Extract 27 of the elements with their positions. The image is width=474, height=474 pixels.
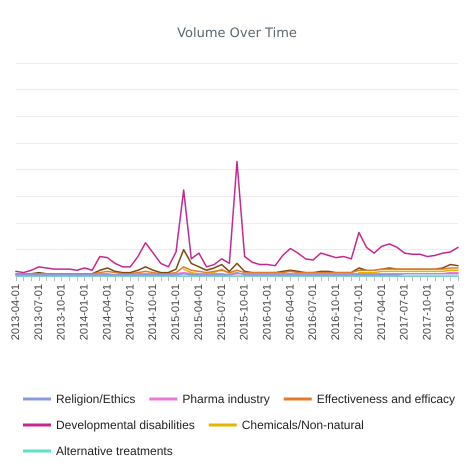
x-tick-label: 2016-07-01 bbox=[307, 284, 320, 340]
x-tick-label: 2015-01-01 bbox=[170, 284, 182, 340]
legend-label: Religion/Ethics bbox=[56, 392, 136, 406]
x-tick-label: 2014-04-01 bbox=[101, 284, 114, 340]
chart-title: Volume Over Time bbox=[177, 26, 297, 41]
x-tick-label: 2014-01-01 bbox=[78, 284, 91, 340]
x-tick-label: 2016-10-01 bbox=[330, 284, 342, 340]
x-tick-label: 2013-10-01 bbox=[56, 284, 68, 340]
x-tick-label: 2017-04-01 bbox=[376, 284, 388, 340]
x-tick-label: 2014-10-01 bbox=[147, 284, 160, 340]
x-tick-label: 2013-07-01 bbox=[32, 284, 45, 340]
x-tick-label: 2017-01-01 bbox=[352, 284, 365, 340]
x-tick-label: 2017-10-01 bbox=[422, 284, 434, 340]
x-tick-label: 2014-07-01 bbox=[124, 284, 136, 340]
x-tick-label: 2016-04-01 bbox=[284, 284, 296, 340]
x-tick-label: 2013-04-01 bbox=[10, 284, 22, 340]
legend-label: Developmental disabilities bbox=[56, 418, 195, 432]
legend-label: Effectiveness and efficacy bbox=[316, 392, 456, 406]
legend-label: Alternative treatments bbox=[56, 444, 173, 458]
x-tick-label: 2018-01-01 bbox=[444, 284, 456, 340]
x-tick-label: 2016-01-01 bbox=[261, 284, 274, 340]
x-tick-label: 2015-07-01 bbox=[216, 284, 228, 340]
legend-label: Chemicals/Non-natural bbox=[242, 418, 364, 432]
x-tick-label: 2017-07-01 bbox=[398, 284, 411, 340]
x-tick-label: 2015-10-01 bbox=[238, 284, 251, 340]
legend-label: Pharma industry bbox=[182, 392, 270, 406]
x-tick-label: 2015-04-01 bbox=[192, 284, 205, 340]
